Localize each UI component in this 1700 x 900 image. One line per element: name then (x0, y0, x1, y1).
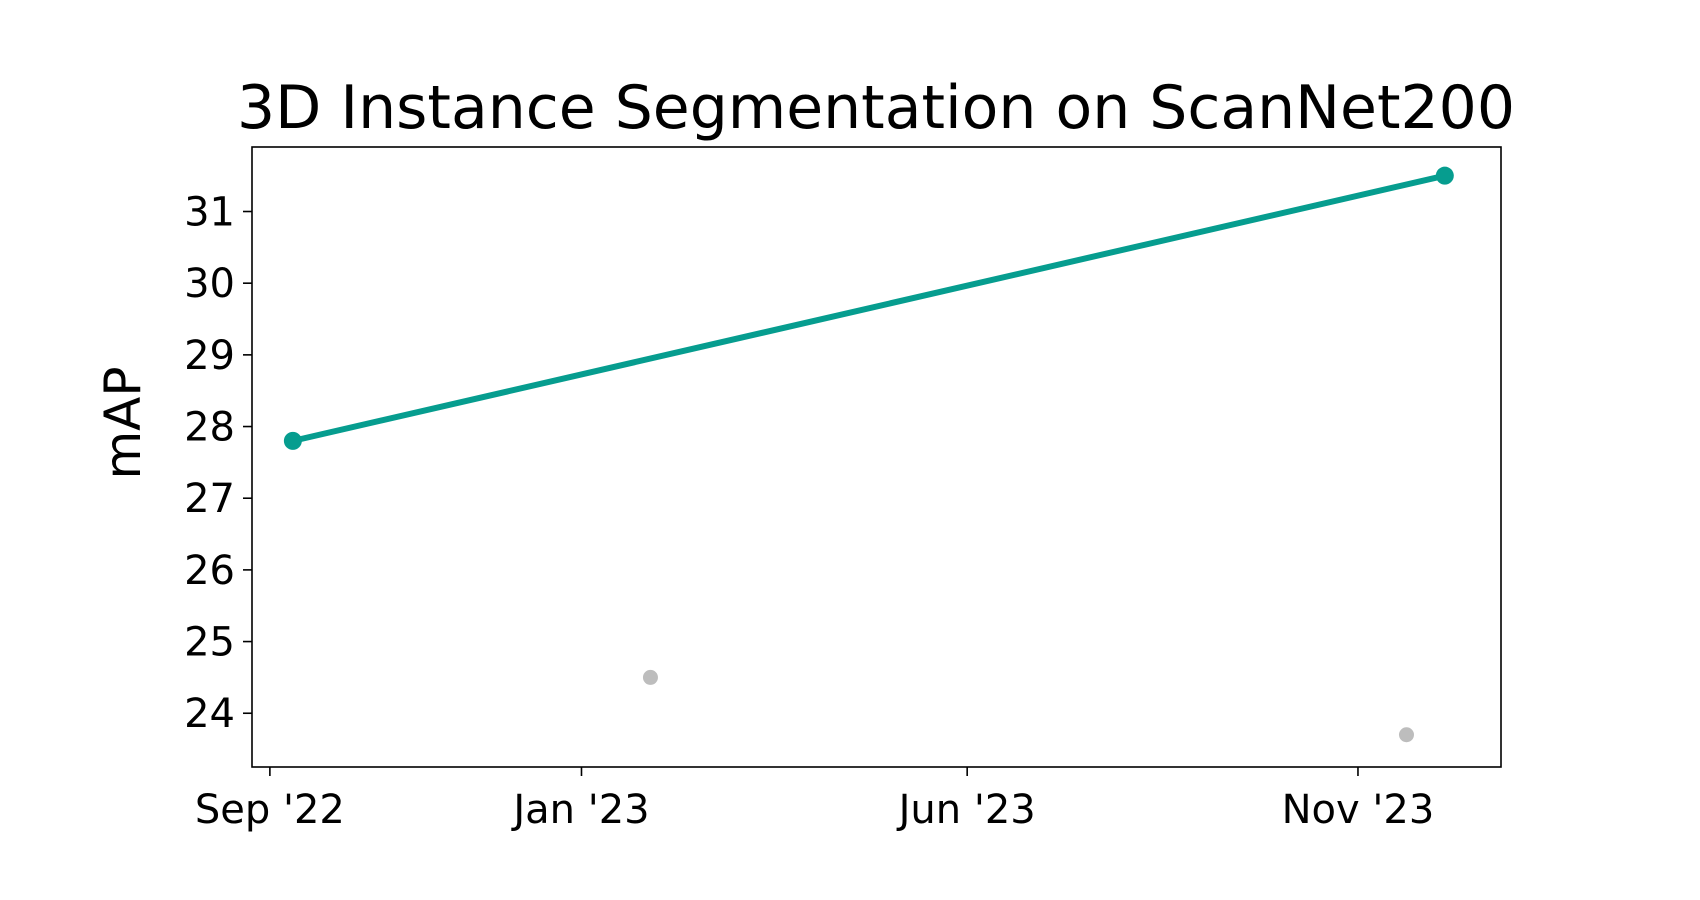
y-tick-label: 25 (184, 620, 235, 666)
x-tick-label: Jan '23 (510, 787, 649, 833)
y-tick-label: 28 (184, 405, 235, 451)
sota-data-point (1435, 166, 1454, 185)
x-tick-label: Sep '22 (195, 787, 345, 833)
plot-area-frame (251, 146, 1502, 768)
y-tick-label: 27 (184, 476, 235, 522)
sota-data-point (283, 431, 302, 450)
other-data-point (642, 669, 658, 685)
x-tick-label: Jun '23 (896, 787, 1036, 833)
y-tick-label: 26 (184, 548, 235, 594)
x-axis: Sep '22 Jan '23 Jun '23 Nov '23 (195, 767, 1434, 833)
sota-trend-line (289, 172, 1448, 444)
y-tick-label: 24 (184, 691, 235, 737)
y-tick-label: 30 (184, 261, 235, 307)
y-tick-label: 31 (184, 190, 235, 236)
chart-title: 3D Instance Segmentation on ScanNet200 (237, 73, 1515, 143)
y-axis: 24 25 26 27 28 29 30 31 (184, 190, 252, 737)
y-tick-label: 29 (184, 333, 235, 379)
y-axis-label: mAP (94, 366, 152, 479)
plot-marks (283, 166, 1454, 743)
other-data-point (1398, 727, 1414, 743)
x-tick-label: Nov '23 (1282, 787, 1435, 833)
